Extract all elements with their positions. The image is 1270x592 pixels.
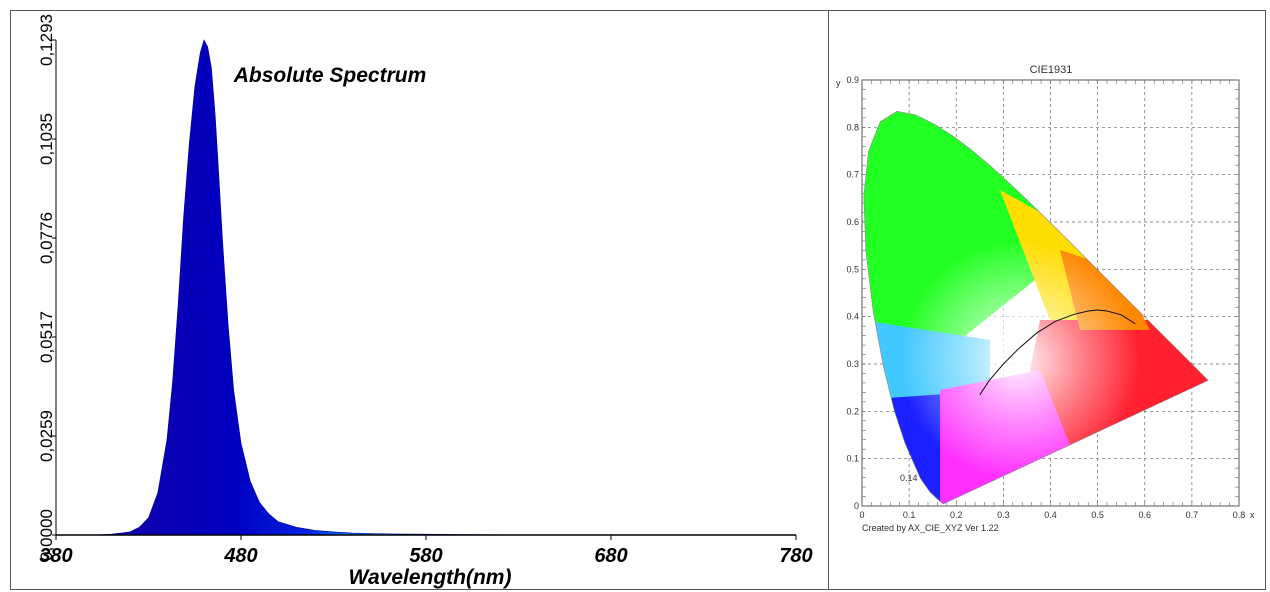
- spectrum-x-axis-label: Wavelength(nm): [349, 566, 512, 589]
- spectrum-y-tick-label: 0,1293: [37, 14, 56, 66]
- spectrum-y-tick-label: 0,0000: [37, 509, 56, 561]
- spectrum-x-tick-label: 380: [39, 545, 72, 567]
- cie-y-tick-label: 0.8: [846, 122, 859, 132]
- spectrum-chart: Absolute Spectrum Wavelength(nm) 380 480 5…: [37, 14, 813, 589]
- cie-x-tick-label: 0: [859, 510, 864, 520]
- cie-y-tick-label: 0.1: [846, 454, 859, 464]
- cie-y-axis-label: y: [836, 78, 841, 88]
- cie-x-tick-label: 0.1: [903, 510, 916, 520]
- spectrum-y-tick-label: 0,0517: [37, 311, 56, 363]
- cie-x-tick-label: 0.4: [1044, 510, 1057, 520]
- cie-y-tick-label: 0.2: [846, 406, 859, 416]
- cie-x-tick-label: 0.5: [1091, 510, 1104, 520]
- cie-x-tick-label: 0.8: [1233, 510, 1246, 520]
- spectrum-x-tick-label: 480: [223, 545, 257, 567]
- cie-y-tick-label: 0.9: [846, 75, 859, 85]
- spectrum-y-tick-label: 0,1035: [37, 113, 56, 165]
- cie-x-tick-label: 0.3: [997, 510, 1010, 520]
- cie-y-tick-label: 0.5: [846, 264, 859, 274]
- panel-divider: [828, 10, 829, 590]
- chromaticity-fill: [863, 111, 1209, 504]
- cie-x-tick-label: 0.7: [1186, 510, 1199, 520]
- chart-frame: [10, 10, 1266, 590]
- cie-y-tick-label: 0.3: [846, 359, 859, 369]
- cie-title: CIE1931: [1030, 64, 1073, 76]
- spectrum-y-tick-label: 0,0776: [37, 212, 56, 264]
- spectral-locus: [863, 110, 1209, 505]
- cie-credit-text: Created by AX_CIE_XYZ Ver 1.22: [862, 523, 999, 533]
- spectrum-title: Absolute Spectrum: [233, 64, 427, 87]
- cie-x-axis-label: x: [1250, 510, 1255, 520]
- spectrum-x-tick-label: 780: [779, 545, 812, 567]
- planckian-locus: [979, 309, 1136, 396]
- spectrum-x-tick-label: 680: [594, 545, 627, 567]
- spectrum-area: [56, 39, 796, 536]
- cie-y-tick-label: 0.7: [846, 170, 859, 180]
- cie-x-tick-label: 0.2: [950, 510, 963, 520]
- cie-annotation-value: 0.14: [900, 473, 918, 483]
- spectrum-x-tick-label: 580: [409, 545, 442, 567]
- cie-y-tick-label: 0.4: [846, 312, 859, 322]
- cie-y-tick-label: 0.6: [846, 217, 859, 227]
- spectrum-y-tick-label: 0,0259: [37, 410, 56, 462]
- cie-x-tick-label: 0.6: [1138, 510, 1151, 520]
- cie-y-tick-label: 0: [854, 501, 859, 511]
